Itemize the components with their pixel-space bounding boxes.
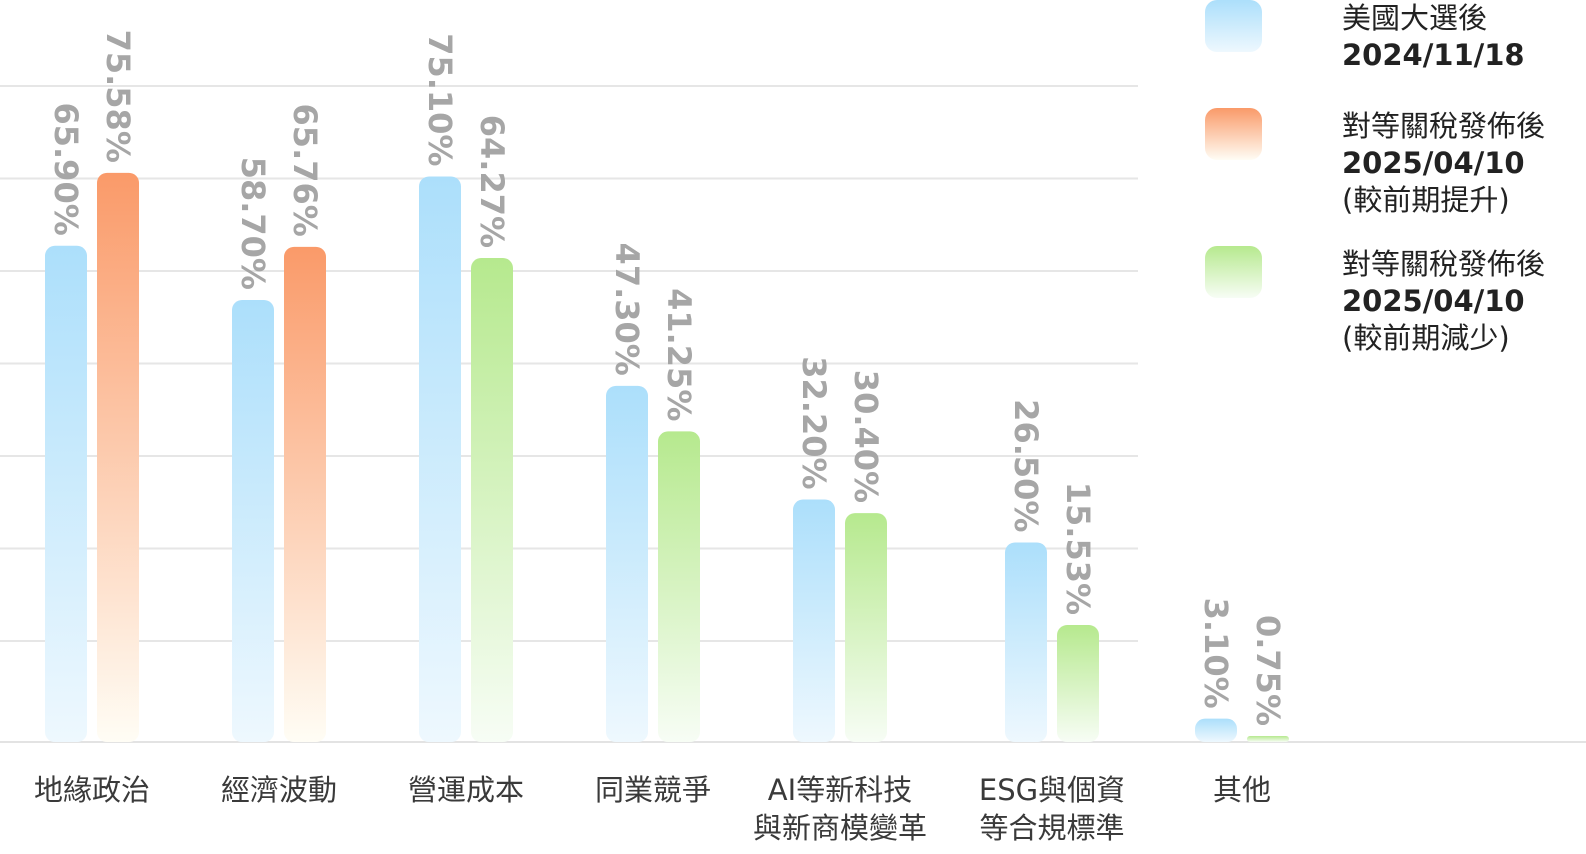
bar-series1-1 — [45, 245, 87, 742]
legend-label-2-line2: 2025/04/10 — [1342, 146, 1525, 180]
bar-series1-3 — [419, 176, 461, 742]
legend-label-1-line1: 美國大選後 — [1342, 1, 1487, 35]
legend-swatch-2 — [1205, 108, 1262, 160]
value-labels: 65.90% 58.70% 75.10% 47.30% 32.20% 26.50% 3.10… — [47, 30, 1287, 726]
legend-label-3-line1: 對等關稅發佈後 — [1342, 247, 1545, 281]
legend-label-3-line3: (較前期減少) — [1342, 321, 1510, 355]
bar-series1-4 — [606, 385, 648, 742]
bar-series1-6 — [1005, 542, 1047, 742]
value-label-series1-5: 32.20% — [795, 356, 833, 489]
value-label-series2-5: 30.40% — [847, 370, 885, 503]
grid — [0, 85, 1586, 743]
value-label-series2-6: 15.53% — [1059, 482, 1097, 615]
value-label-series1-1: 65.90% — [47, 102, 85, 235]
value-label-series1-7: 3.10% — [1197, 598, 1235, 709]
value-label-series2-4: 41.25% — [660, 288, 698, 421]
legend-label-2-line1: 對等關稅發佈後 — [1342, 109, 1545, 143]
legend-swatch-3 — [1205, 246, 1262, 298]
bar-series2-6 — [1057, 625, 1099, 742]
bar-series1-7 — [1195, 718, 1237, 742]
value-label-series2-7: 0.75% — [1249, 615, 1287, 726]
category-label-4: 同業競爭 — [595, 773, 711, 807]
value-label-series1-2: 58.70% — [234, 157, 272, 290]
value-label-series1-6: 26.50% — [1007, 399, 1045, 532]
category-label-6-line2: 等合規標準 — [979, 811, 1124, 845]
legend: 美國大選後2024/11/18對等關稅發佈後2025/04/10(較前期提升)對… — [1205, 0, 1545, 355]
category-label-7: 其他 — [1213, 773, 1271, 807]
category-label-5-line2: 與新商模變革 — [753, 811, 927, 845]
legend-label-2-line3: (較前期提升) — [1342, 183, 1510, 217]
category-label-5-line1: AI等新科技 — [768, 773, 912, 807]
category-label-2: 經濟波動 — [221, 773, 337, 807]
value-label-series2-1: 75.58% — [99, 30, 137, 163]
legend-label-3-line2: 2025/04/10 — [1342, 284, 1525, 318]
legend-swatch-1 — [1205, 0, 1262, 52]
bars — [45, 172, 1289, 743]
legend-label-1-line2: 2024/11/18 — [1342, 38, 1525, 72]
bar-series1-5 — [793, 499, 835, 742]
bar-series2-7 — [1247, 736, 1289, 742]
bar-series2-1 — [97, 172, 139, 743]
category-label-6-line1: ESG與個資 — [979, 773, 1125, 807]
bar-series2-2 — [284, 246, 326, 742]
value-label-series1-3: 75.10% — [421, 33, 459, 166]
bar-series2-4 — [658, 431, 700, 742]
category-label-3: 營運成本 — [408, 773, 524, 807]
bar-series1-2 — [232, 299, 274, 742]
bar-series2-5 — [845, 513, 887, 742]
bar-series2-3 — [471, 258, 513, 742]
value-label-series1-4: 47.30% — [608, 243, 646, 376]
value-label-series2-2: 65.76% — [286, 104, 324, 237]
value-label-series2-3: 64.27% — [473, 115, 511, 248]
category-label-1: 地緣政治 — [34, 773, 150, 807]
